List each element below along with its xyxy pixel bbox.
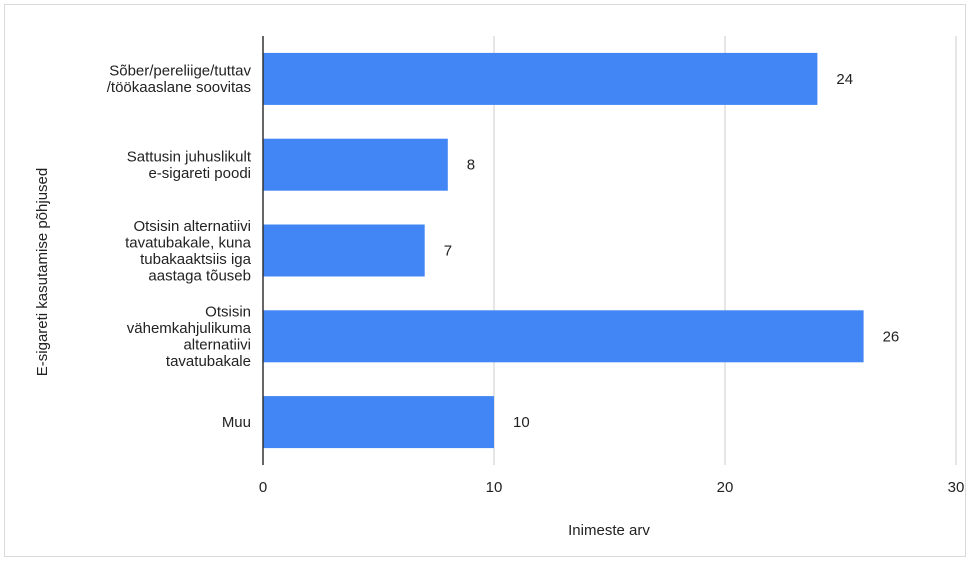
category-label-line: alternatiivi (183, 337, 251, 354)
y-axis-label: E-sigareti kasutamise põhjused (34, 168, 51, 376)
x-tick-label-0: 0 (259, 479, 267, 496)
data-label-1: 8 (467, 157, 475, 174)
category-label-3: Otsisin vähemkahjulikuma alternatiivi tavat… (127, 304, 252, 371)
category-label-line: aastaga tõuseb (148, 267, 251, 284)
x-tick-label-30: 30 (948, 479, 965, 496)
category-label-0: Sõber/pereliige/tuttav/töökaaslane soovi… (107, 63, 252, 97)
bar-1 (263, 138, 448, 191)
data-label-2: 7 (444, 243, 452, 260)
category-label-4: Muu (222, 414, 251, 431)
data-labels: 24 8 7 26 10 (444, 71, 900, 431)
data-label-3: 26 (883, 328, 900, 345)
category-label-line: Sõber/pereliige/tuttav (109, 63, 251, 80)
category-label-line: vähemkahjulikuma (127, 320, 252, 337)
x-tick-label-20: 20 (717, 479, 734, 496)
x-axis-label: Inimeste arv (568, 522, 650, 539)
bar-3 (263, 310, 864, 363)
category-label-line: tavatubakale, kuna (125, 234, 252, 251)
category-label-1: Sattusin juhuslikult e-sigareti poodi (127, 148, 252, 182)
bar-2 (263, 224, 425, 277)
category-labels: Sõber/pereliige/tuttav/töökaaslane soovi… (107, 63, 252, 431)
category-label-line: /töökaaslane soovitas (107, 79, 251, 96)
category-label-2: Otsisin alternatiivi tavatubakale, kuna tu… (125, 218, 252, 285)
category-label-line: e-sigareti poodi (148, 165, 251, 182)
category-label-line: Otsisin (205, 304, 251, 321)
gridlines (493, 36, 957, 465)
bar-4 (263, 396, 494, 449)
category-label-line: tavatubakale (166, 353, 251, 370)
category-label-line: tubakaaktsiis iga (140, 251, 252, 268)
data-label-4: 10 (513, 414, 530, 431)
category-label-line: Muu (222, 414, 251, 431)
bars (263, 52, 864, 449)
category-label-line: Sattusin juhuslikult (127, 148, 252, 165)
x-tick-labels: 0 10 20 30 (259, 479, 965, 496)
bar-0 (263, 52, 818, 105)
category-label-line: Otsisin alternatiivi (133, 218, 251, 235)
x-tick-label-10: 10 (486, 479, 503, 496)
data-label-0: 24 (836, 71, 853, 88)
